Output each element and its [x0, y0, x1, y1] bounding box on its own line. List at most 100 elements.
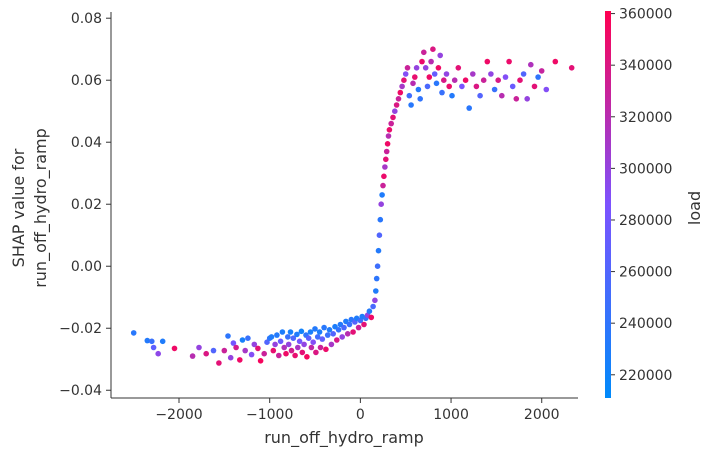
- data-point: [264, 339, 270, 346]
- data-point: [335, 327, 342, 333]
- data-point: [406, 92, 413, 99]
- data-point: [216, 360, 222, 366]
- data-point: [538, 68, 545, 74]
- data-point: [203, 350, 209, 357]
- data-point: [189, 353, 196, 359]
- y-tick-label: 0.08: [71, 11, 102, 27]
- data-point: [402, 71, 409, 77]
- data-point: [294, 331, 300, 338]
- data-point: [373, 288, 379, 294]
- x-tick-label: −2000: [155, 407, 202, 423]
- y-axis-ticks: −0.04 −0.02 0.00 0.02 0.04 0.06 0.08: [59, 11, 111, 399]
- data-point: [378, 201, 385, 207]
- data-point: [296, 338, 303, 345]
- data-point: [319, 336, 326, 342]
- data-point: [437, 52, 444, 59]
- data-point: [520, 71, 527, 77]
- data-point: [428, 58, 434, 65]
- data-point: [326, 327, 333, 333]
- data-point: [513, 96, 520, 102]
- data-point: [439, 89, 445, 96]
- x-tick-label: 0: [356, 407, 365, 423]
- data-point: [568, 65, 575, 71]
- data-point: [484, 58, 491, 65]
- data-point: [281, 344, 288, 351]
- data-point: [276, 352, 282, 359]
- data-point: [155, 350, 161, 357]
- data-point: [399, 83, 405, 90]
- data-point: [372, 297, 378, 304]
- y-axis-label-line-1: SHAP value for: [9, 148, 28, 267]
- data-point: [277, 338, 284, 345]
- data-point: [308, 344, 315, 351]
- colorbar-tick-label: 220000: [619, 368, 672, 384]
- data-point: [346, 321, 353, 328]
- data-point: [313, 349, 319, 356]
- data-point: [239, 337, 246, 343]
- data-point: [502, 74, 509, 80]
- data-point: [446, 83, 453, 90]
- data-point: [395, 96, 402, 102]
- data-point: [488, 71, 494, 77]
- data-point: [272, 341, 278, 348]
- colorbar: [605, 11, 611, 398]
- colorbar-tick-label: 240000: [619, 316, 672, 332]
- data-point: [413, 65, 420, 71]
- data-point: [506, 58, 512, 65]
- data-point: [299, 349, 306, 356]
- data-point: [459, 83, 465, 90]
- data-point: [328, 341, 335, 348]
- y-tick-label: 0.06: [71, 73, 102, 89]
- data-point: [317, 344, 324, 351]
- data-point: [245, 335, 251, 342]
- data-point: [150, 344, 157, 351]
- data-point: [292, 352, 298, 359]
- data-point: [466, 105, 473, 111]
- data-point: [237, 357, 243, 363]
- data-point: [401, 77, 407, 83]
- data-point: [334, 337, 340, 343]
- x-axis-label: run_off_hydro_ramp: [264, 428, 424, 448]
- data-point: [321, 324, 327, 331]
- y-tick-label: −0.02: [59, 321, 102, 337]
- data-point: [379, 192, 385, 198]
- data-point: [295, 344, 301, 351]
- data-point: [344, 331, 351, 337]
- y-tick-label: 0.02: [71, 197, 102, 213]
- colorbar-tick-label: 260000: [619, 265, 672, 281]
- data-point: [443, 71, 450, 77]
- data-point: [426, 74, 433, 80]
- data-point: [392, 108, 398, 114]
- data-point: [388, 120, 395, 127]
- data-point: [374, 263, 381, 270]
- colorbar-ticks: 220000 240000 260000 280000 300000 320000 3400…: [611, 7, 672, 384]
- x-tick-label: 1000: [433, 407, 469, 423]
- y-tick-label: 0.04: [71, 135, 102, 151]
- data-point: [408, 102, 414, 108]
- data-point: [386, 127, 393, 133]
- data-point: [268, 334, 275, 340]
- data-point: [528, 61, 534, 68]
- data-point: [382, 164, 388, 170]
- data-point: [339, 334, 346, 340]
- data-point: [499, 92, 505, 99]
- data-point: [130, 330, 137, 336]
- data-point: [350, 329, 356, 335]
- data-point: [552, 58, 559, 65]
- data-point: [415, 86, 422, 93]
- y-axis-label: SHAP value for run_off_hydro_ramp: [9, 128, 51, 288]
- data-point: [384, 141, 391, 147]
- data-point: [383, 156, 389, 163]
- data-point: [373, 275, 380, 282]
- data-point: [417, 96, 424, 102]
- data-point: [419, 58, 425, 65]
- data-point: [393, 102, 400, 108]
- x-axis-ticks: −2000 −1000 0 1000 2000: [155, 398, 560, 423]
- data-point: [430, 46, 436, 52]
- data-point: [330, 331, 337, 337]
- data-point: [285, 334, 291, 340]
- data-point: [451, 77, 458, 83]
- data-point: [377, 216, 384, 223]
- colorbar-label: load: [685, 191, 704, 225]
